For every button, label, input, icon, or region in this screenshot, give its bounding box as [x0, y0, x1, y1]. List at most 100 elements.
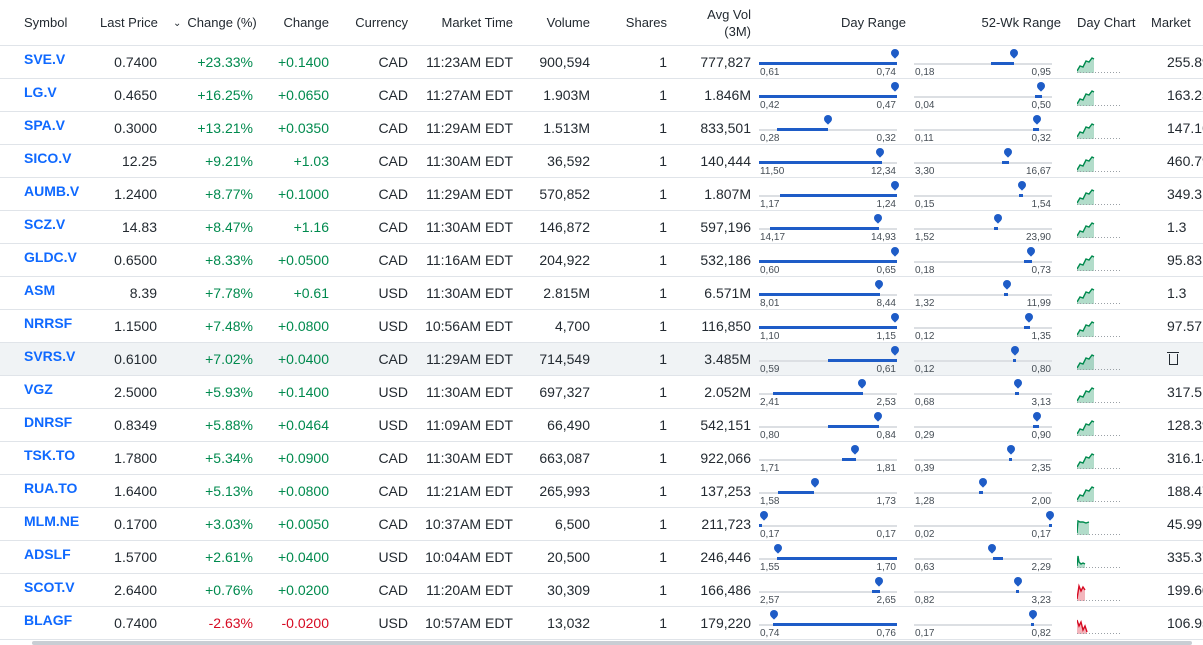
symbol-text[interactable]: SCOT.V	[24, 579, 75, 595]
symbol-text[interactable]: SICO.V	[24, 150, 72, 166]
symbol-text[interactable]: ADSLF	[24, 546, 71, 562]
day-chart[interactable]	[1069, 243, 1141, 277]
symbol-link[interactable]: NRRSF	[0, 309, 92, 343]
day-chart[interactable]	[1069, 474, 1141, 508]
day-chart[interactable]	[1069, 606, 1141, 640]
table-row[interactable]: GLDC.V 0.6500 +8.33% +0.0500 CAD 11:16AM EDT 2…	[0, 243, 1203, 277]
day-chart[interactable]	[1069, 342, 1141, 376]
symbol-text[interactable]: VGZ	[24, 381, 53, 397]
symbol-link[interactable]: SCZ.V	[0, 210, 92, 244]
symbol-link[interactable]: SICO.V	[0, 144, 92, 178]
column-header-symbol[interactable]: Symbol	[0, 0, 92, 46]
range-marker-icon	[849, 443, 861, 455]
symbol-link[interactable]: RUA.TO	[0, 474, 92, 508]
volume: 20,500	[521, 540, 598, 574]
day-chart[interactable]	[1069, 540, 1141, 574]
symbol-text[interactable]: MLM.NE	[24, 513, 80, 529]
symbol-link[interactable]: SVRS.V	[0, 342, 92, 376]
volume: 697,327	[521, 375, 598, 409]
day-chart[interactable]	[1069, 573, 1141, 607]
day-chart[interactable]	[1069, 408, 1141, 442]
table-row[interactable]: SPA.V 0.3000 +13.21% +0.0350 CAD 11:29AM EDT 1…	[0, 111, 1203, 145]
symbol-link[interactable]: MLM.NE	[0, 507, 92, 541]
table-row[interactable]: MLM.NE 0.1700 +3.03% +0.0050 CAD 10:37AM EDT 6…	[0, 507, 1203, 541]
change-pct: +5.93%	[165, 375, 261, 409]
symbol-link[interactable]: ASM	[0, 276, 92, 310]
day-range-bar: 14,17 14,93	[759, 211, 897, 243]
day-chart[interactable]	[1069, 144, 1141, 178]
column-header-last-price[interactable]: Last Price	[92, 0, 165, 46]
day-chart[interactable]	[1069, 309, 1141, 343]
table-row[interactable]: RUA.TO 1.6400 +5.13% +0.0800 CAD 11:21AM EDT 2…	[0, 474, 1203, 508]
column-header-avg-vol[interactable]: Avg Vol (3M)	[675, 0, 759, 46]
range-marker-icon	[1031, 113, 1043, 125]
volume: 36,592	[521, 144, 598, 178]
column-header-market-time[interactable]: Market Time	[416, 0, 521, 46]
last-price: 0.3000	[92, 111, 165, 145]
symbol-text[interactable]: BLAGF	[24, 612, 73, 628]
column-header-shares[interactable]: Shares	[598, 0, 675, 46]
symbol-text[interactable]: RUA.TO	[24, 480, 78, 496]
column-header-market-cap[interactable]: Market	[1141, 0, 1203, 46]
symbol-link[interactable]: ADSLF	[0, 540, 92, 574]
symbol-text[interactable]: AUMB.V	[24, 183, 80, 199]
symbol-text[interactable]: NRRSF	[24, 315, 73, 331]
change-pct: +23.33%	[165, 45, 261, 79]
table-row[interactable]: LG.V 0.4650 +16.25% +0.0650 CAD 11:27AM EDT 1.…	[0, 78, 1203, 112]
table-row[interactable]: ADSLF 1.5700 +2.61% +0.0400 USD 10:04AM EDT 20…	[0, 540, 1203, 574]
table-row[interactable]: SVE.V 0.7400 +23.33% +0.1400 CAD 11:23AM EDT 9…	[0, 45, 1203, 79]
symbol-text[interactable]: SPA.V	[24, 117, 65, 133]
symbol-link[interactable]: AUMB.V	[0, 177, 92, 211]
symbol-text[interactable]: SCZ.V	[24, 216, 66, 232]
symbol-text[interactable]: DNRSF	[24, 414, 73, 430]
symbol-link[interactable]: SCOT.V	[0, 573, 92, 607]
table-row[interactable]: TSK.TO 1.7800 +5.34% +0.0900 CAD 11:30AM EDT 6…	[0, 441, 1203, 475]
table-row[interactable]: AUMB.V 1.2400 +8.77% +0.1000 CAD 11:29AM EDT 5…	[0, 177, 1203, 211]
day-chart[interactable]	[1069, 375, 1141, 409]
symbol-link[interactable]: DNRSF	[0, 408, 92, 442]
table-row[interactable]: SVRS.V 0.6100 +7.02% +0.0400 CAD 11:29AM EDT 7…	[0, 342, 1203, 376]
day-chart[interactable]	[1069, 507, 1141, 541]
symbol-text[interactable]: LG.V	[24, 84, 57, 100]
symbol-link[interactable]: TSK.TO	[0, 441, 92, 475]
day-chart[interactable]	[1069, 441, 1141, 475]
horizontal-scrollbar[interactable]	[32, 641, 1192, 645]
market-time: 11:23AM EDT	[416, 45, 521, 79]
range-marker-icon	[992, 212, 1004, 224]
column-header-change-pct[interactable]: ⌄ Change (%)	[165, 0, 261, 46]
symbol-text[interactable]: ASM	[24, 282, 56, 298]
symbol-link[interactable]: LG.V	[0, 78, 92, 112]
52wk-range: 0,11 0,32	[914, 111, 1069, 145]
day-chart[interactable]	[1069, 177, 1141, 211]
table-row[interactable]: NRRSF 1.1500 +7.48% +0.0800 USD 10:56AM EDT 4,…	[0, 309, 1203, 343]
table-row[interactable]: ASM 8.39 +7.78% +0.61 USD 11:30AM EDT 2.815M 1 6…	[0, 276, 1203, 310]
day-chart[interactable]	[1069, 276, 1141, 310]
symbol-text[interactable]: SVE.V	[24, 51, 66, 67]
range-low: 0,61	[760, 67, 780, 78]
table-row[interactable]: DNRSF 0.8349 +5.88% +0.0464 USD 11:09AM EDT 66…	[0, 408, 1203, 442]
day-chart[interactable]	[1069, 111, 1141, 145]
symbol-link[interactable]: GLDC.V	[0, 243, 92, 277]
table-row[interactable]: BLAGF 0.7400 -2.63% -0.0200 USD 10:57AM EDT 13…	[0, 606, 1203, 640]
table-row[interactable]: SICO.V 12.25 +9.21% +1.03 CAD 11:30AM EDT 36,5…	[0, 144, 1203, 178]
column-header-change[interactable]: Change	[261, 0, 337, 46]
market-cap: 163.25	[1141, 78, 1203, 112]
symbol-text[interactable]: GLDC.V	[24, 249, 77, 265]
day-chart[interactable]	[1069, 210, 1141, 244]
table-row[interactable]: VGZ 2.5000 +5.93% +0.1400 USD 11:30AM EDT 697,…	[0, 375, 1203, 409]
column-header-volume[interactable]: Volume	[521, 0, 598, 46]
symbol-link[interactable]: BLAGF	[0, 606, 92, 640]
trash-icon[interactable]	[1167, 351, 1179, 365]
day-chart[interactable]	[1069, 78, 1141, 112]
symbol-text[interactable]: TSK.TO	[24, 447, 76, 463]
symbol-link[interactable]: SPA.V	[0, 111, 92, 145]
table-row[interactable]: SCZ.V 14.83 +8.47% +1.16 CAD 11:30AM EDT 146,8…	[0, 210, 1203, 244]
symbol-text[interactable]: SVRS.V	[24, 348, 76, 364]
column-header-currency[interactable]: Currency	[337, 0, 416, 46]
symbol-link[interactable]: VGZ	[0, 375, 92, 409]
day-range-bar: 0,59 0,61	[759, 343, 901, 375]
table-row[interactable]: SCOT.V 2.6400 +0.76% +0.0200 CAD 11:20AM EDT 3…	[0, 573, 1203, 607]
day-range-bar: 0,42 0,47	[759, 79, 901, 111]
day-chart[interactable]	[1069, 45, 1141, 79]
symbol-link[interactable]: SVE.V	[0, 45, 92, 79]
